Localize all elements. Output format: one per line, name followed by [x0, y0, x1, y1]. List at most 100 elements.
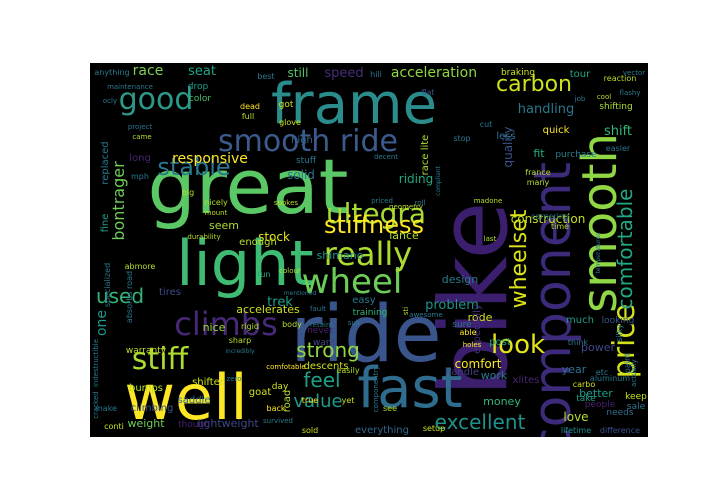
cloud-word: lifetime — [561, 426, 591, 435]
cloud-word: problem — [425, 298, 479, 313]
cloud-word: acceleration — [391, 65, 477, 81]
cloud-word: flashy — [620, 89, 641, 97]
cloud-word: money — [483, 395, 521, 408]
cloud-word: dead — [240, 102, 260, 111]
cloud-word: awesome — [409, 311, 442, 319]
cloud-word: comfotable — [266, 363, 305, 371]
cloud-word: color — [189, 94, 211, 104]
cloud-word: stock — [258, 230, 290, 244]
cloud-word: job — [574, 95, 586, 103]
cloud-word: smooth ride — [218, 124, 398, 159]
cloud-word: take — [576, 394, 596, 404]
cloud-word: frame — [271, 72, 437, 137]
cloud-word: price — [607, 304, 642, 379]
cloud-word: ride — [290, 290, 441, 380]
cloud-word: conti — [104, 422, 124, 431]
cloud-word: vector — [623, 69, 645, 77]
cloud-word: colour — [279, 267, 301, 275]
cloud-word: ultegra — [326, 197, 426, 230]
cloud-word: climbs — [174, 305, 278, 343]
cloud-word: look — [491, 330, 545, 360]
cloud-word: speed — [324, 66, 363, 81]
cloud-word: priced — [371, 197, 393, 205]
cloud-word: full — [242, 112, 254, 121]
cloud-word: easier — [606, 144, 631, 153]
cloud-word: enough — [239, 237, 277, 248]
cloud-word: light — [176, 227, 313, 300]
cloud-word: tour — [570, 69, 591, 80]
cloud-word: good — [119, 82, 194, 117]
cloud-word: durability — [187, 233, 220, 241]
cloud-word: etc — [596, 368, 608, 377]
cloud-word: incredibly — [225, 348, 255, 355]
cloud-word: geometry — [389, 203, 423, 211]
cloud-word: sub — [348, 319, 361, 327]
cloud-word: back — [266, 404, 285, 413]
cloud-word: better — [579, 387, 613, 400]
cloud-word: shifting — [599, 102, 632, 112]
cloud-word: tires — [159, 287, 181, 298]
cloud-word: work — [481, 369, 508, 382]
cloud-word: yet — [342, 396, 355, 405]
cloud-word: comfortable — [613, 189, 637, 310]
cloud-word: retains — [310, 321, 334, 329]
cloud-word: decent — [374, 153, 398, 161]
cloud-word: holes — [463, 341, 482, 349]
cloud-word: temperatures — [595, 233, 602, 274]
cloud-word: lance — [389, 229, 419, 242]
cloud-word: goat — [249, 387, 272, 398]
cloud-word: france — [525, 168, 550, 177]
cloud-word: great — [148, 142, 349, 231]
cloud-word: looking — [602, 316, 635, 326]
cloud-word: responsive — [172, 151, 248, 167]
cloud-word: bike — [420, 202, 529, 397]
cloud-word: people — [585, 400, 616, 410]
cloud-word: riding — [399, 172, 433, 186]
cloud-word: make — [95, 404, 117, 413]
cloud-word: keep — [625, 392, 647, 402]
cloud-word: ocly — [103, 97, 117, 105]
cloud-word: glove — [279, 118, 301, 127]
cloud-word: see — [383, 404, 397, 413]
cloud-word: handle — [445, 367, 479, 378]
cloud-word: strong — [296, 338, 360, 362]
cloud-word: big — [182, 188, 194, 197]
cloud-word: long — [129, 153, 151, 164]
cloud-word: nicely — [204, 198, 228, 207]
cloud-word: aluminum — [590, 374, 630, 383]
cloud-word: one — [94, 310, 110, 336]
cloud-word: less — [496, 131, 515, 142]
cloud-word: needs — [606, 408, 633, 418]
cloud-word: feel — [303, 368, 340, 392]
cloud-word: sold — [302, 426, 318, 435]
cloud-word: accelerates — [236, 303, 300, 316]
cloud-word: fun — [258, 270, 271, 279]
cloud-word: post — [489, 337, 511, 348]
cloud-word: trek — [267, 295, 293, 310]
cloud-word: body — [282, 320, 302, 329]
cloud-word: stable — [157, 153, 230, 181]
cloud-word: quick — [543, 125, 570, 136]
cloud-word: shimano — [317, 249, 364, 262]
cloud-word: last — [484, 235, 497, 243]
cloud-word: flat — [421, 88, 434, 97]
cloud-word: maintenance — [107, 83, 153, 91]
cloud-word: lightweight — [197, 417, 259, 430]
cloud-word: design — [442, 273, 479, 286]
cloud-word: quality — [501, 126, 515, 167]
cloud-word: think — [568, 338, 589, 347]
cloud-word: never — [307, 326, 333, 336]
cloud-word: replaced — [100, 141, 111, 184]
cloud-word: wheelset — [507, 209, 532, 308]
cloud-word: stuff — [296, 156, 317, 166]
cloud-word: well — [124, 361, 247, 434]
cloud-word: project — [128, 123, 153, 131]
word-cloud-canvas: bike ride great frame light component sm… — [90, 63, 648, 437]
cloud-word: able — [459, 328, 476, 337]
cloud-word: best — [257, 72, 274, 81]
cloud-word: indestructible — [92, 339, 100, 387]
cloud-word: high — [291, 135, 313, 146]
cloud-word: stop — [453, 134, 470, 143]
cloud-word: shift — [604, 124, 632, 139]
cloud-word: though — [178, 420, 210, 430]
